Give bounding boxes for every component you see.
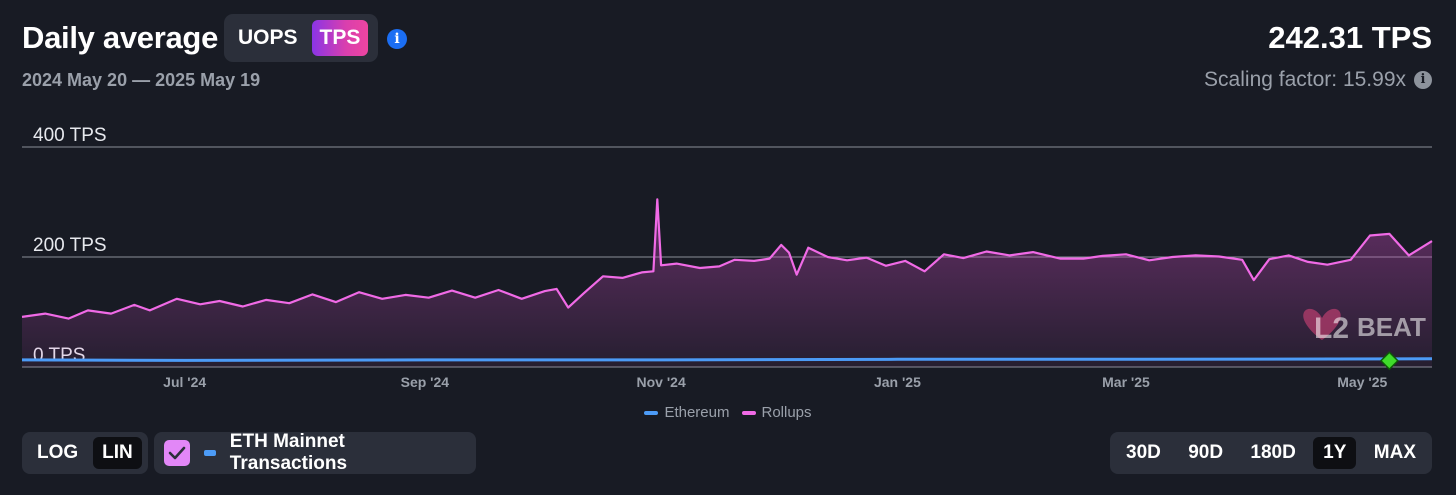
y-tick-label: 200 TPS <box>33 235 107 256</box>
lin-button[interactable]: LIN <box>93 437 142 469</box>
x-tick-label: Sep '24 <box>401 374 450 390</box>
x-tick-label: Jan '25 <box>874 374 921 390</box>
range-30d-button[interactable]: 30D <box>1126 442 1161 463</box>
x-tick-label: Jul '24 <box>163 374 206 390</box>
range-1y-button[interactable]: 1Y <box>1313 437 1357 469</box>
scaling-factor: Scaling factor: 15.99x i <box>1204 68 1432 92</box>
eth-mainnet-toggle[interactable]: ETH Mainnet Transactions <box>154 431 476 474</box>
chart-legend: Ethereum Rollups <box>0 404 1456 421</box>
rollups-line <box>21 198 1433 320</box>
x-tick-label: May '25 <box>1337 374 1387 390</box>
rollups-swatch <box>741 410 756 415</box>
milestone-marker[interactable] <box>1379 351 1399 371</box>
x-tick-label: Mar '25 <box>1102 374 1150 390</box>
eth-mainnet-checkbox[interactable] <box>164 440 190 466</box>
scaling-factor-label: Scaling factor: 15.99x <box>1204 68 1406 91</box>
range-180d-button[interactable]: 180D <box>1250 442 1296 463</box>
svg-text:L2: L2 <box>1314 312 1349 345</box>
rollups-area <box>22 199 1432 367</box>
date-range: 2024 May 20 — 2025 May 19 <box>22 70 261 90</box>
range-max-button[interactable]: MAX <box>1373 442 1416 463</box>
y-tick-label: 400 TPS <box>33 125 107 146</box>
eth-mainnet-label: ETH Mainnet Transactions <box>229 431 348 474</box>
current-value: 242.31 TPS <box>1268 20 1432 55</box>
check-icon <box>168 446 186 460</box>
legend-rollups-label: Rollups <box>761 404 812 421</box>
x-tick-label: Nov '24 <box>637 374 686 390</box>
ethereum-line <box>21 357 1433 362</box>
tps-button[interactable]: TPS <box>311 20 369 56</box>
chart-title: Daily average <box>22 20 219 55</box>
legend-ethereum[interactable]: Ethereum <box>644 404 730 421</box>
legend-rollups[interactable]: Rollups <box>741 404 812 421</box>
eth-mainnet-swatch <box>203 450 216 456</box>
scaling-info-icon[interactable]: i <box>1414 71 1432 89</box>
range-switch: 30D 90D 180D 1Y MAX <box>1110 432 1432 474</box>
log-button[interactable]: LOG <box>37 442 79 463</box>
info-icon[interactable]: i <box>387 29 407 49</box>
ethereum-swatch <box>644 410 659 415</box>
scale-switch: LOG LIN <box>22 432 148 474</box>
legend-ethereum-label: Ethereum <box>664 404 730 421</box>
unit-switch: UOPS TPS <box>224 14 378 62</box>
svg-text:BEAT: BEAT <box>1357 312 1426 342</box>
l2beat-watermark: L2 BEAT <box>1303 308 1426 345</box>
uops-button[interactable]: UOPS <box>238 26 298 49</box>
range-90d-button[interactable]: 90D <box>1188 442 1224 463</box>
